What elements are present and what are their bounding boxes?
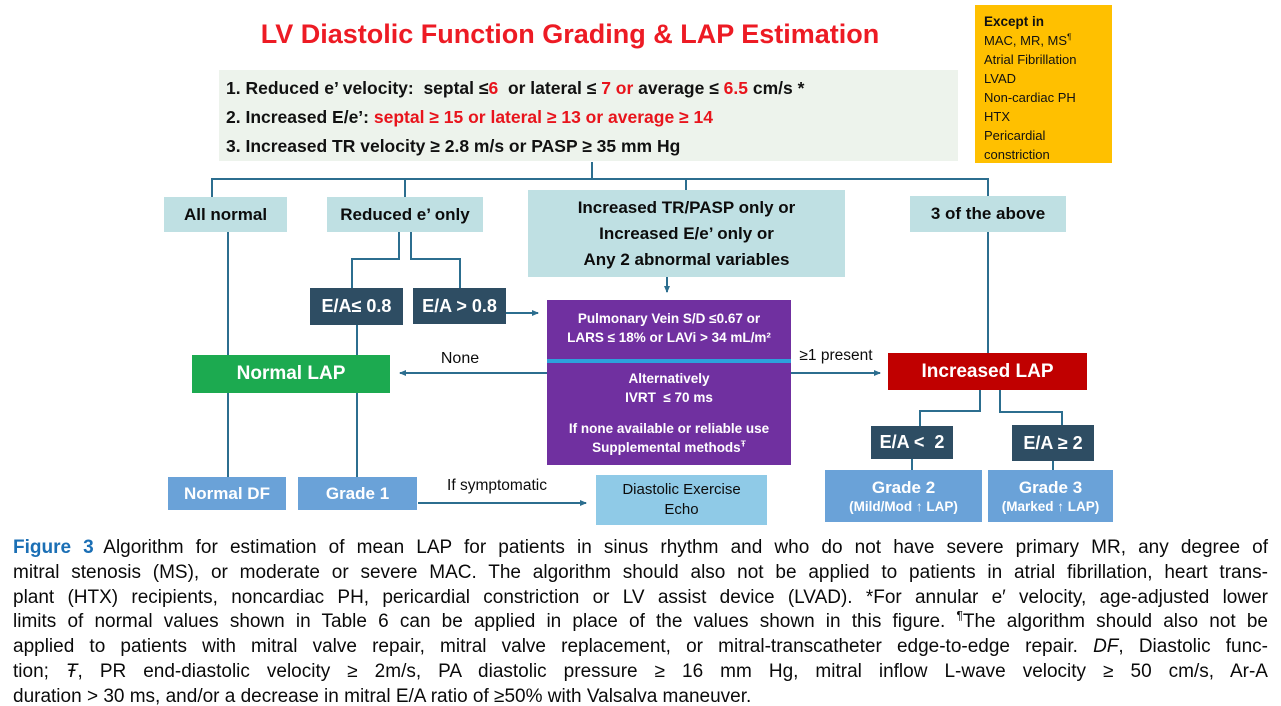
box-supplemental-criteria: Pulmonary Vein S/D ≤0.67 or LARS ≤ 18% or… bbox=[547, 300, 791, 465]
caption-line: applied to patients with mitral valve re… bbox=[13, 636, 1269, 658]
combo-line-2: Increased E/e’ only or bbox=[599, 223, 774, 243]
label-ge1-present: ≥1 present bbox=[799, 347, 873, 364]
caption-line: tion; Ŧ, PR end-diastolic velocity ≥ 2m/… bbox=[13, 660, 1268, 682]
echo-line-2: Echo bbox=[664, 501, 699, 518]
box-all-normal: All normal bbox=[164, 197, 287, 232]
figure-caption: Figure 3 Algorithm for estimation of mea… bbox=[13, 536, 1268, 706]
grade-2-title: Grade 2 bbox=[871, 477, 936, 497]
box-ea-gt-0-8: E/A > 0.8 bbox=[413, 288, 506, 324]
divider-line bbox=[547, 359, 791, 363]
fallback-note: If none available or reliable use Supplem… bbox=[568, 421, 770, 455]
exclusion-item: Pericardial constriction bbox=[984, 128, 1050, 162]
box-reduced-e-only: Reduced e’ only bbox=[327, 197, 483, 232]
box-normal-df: Normal DF bbox=[168, 477, 286, 510]
criterion-2: 2. Increased E/e’: septal ≥ 15 or latera… bbox=[226, 107, 713, 127]
exclusions-panel: Except in MAC, MR, MS¶ Atrial Fibrillati… bbox=[975, 5, 1112, 163]
exclusion-item: LVAD bbox=[984, 71, 1017, 86]
grade-2-subtitle: (Mild/Mod ↑ LAP) bbox=[849, 498, 958, 514]
combo-line-3: Any 2 abnormal variables bbox=[583, 249, 790, 269]
box-grade-2: Grade 2 (Mild/Mod ↑ LAP) bbox=[825, 470, 982, 522]
box-normal-lap: Normal LAP bbox=[192, 355, 390, 393]
pulmonary-vein-criteria: Pulmonary Vein S/D ≤0.67 or LARS ≤ 18% or… bbox=[567, 311, 771, 345]
exclusion-item: MAC, MR, MS¶ bbox=[984, 32, 1072, 48]
caption-line: mitral stenosis (MS), or moderate or sev… bbox=[13, 561, 1268, 583]
box-ea-ge-2: E/A ≥ 2 bbox=[1012, 425, 1094, 461]
alternative-criteria: Alternatively IVRT ≤ 70 ms bbox=[625, 371, 713, 405]
exclusions-heading: Except in bbox=[984, 14, 1045, 29]
box-ea-le-0-8: E/A≤ 0.8 bbox=[310, 288, 403, 325]
grade-3-subtitle: (Marked ↑ LAP) bbox=[1001, 498, 1100, 514]
criterion-3: 3. Increased TR velocity ≥ 2.8 m/s or PA… bbox=[226, 136, 681, 156]
box-increased-lap: Increased LAP bbox=[888, 353, 1087, 390]
grade-3-title: Grade 3 bbox=[1018, 477, 1083, 497]
label-if-symptomatic: If symptomatic bbox=[447, 477, 547, 494]
box-grade-3: Grade 3 (Marked ↑ LAP) bbox=[988, 470, 1113, 522]
box-grade-1: Grade 1 bbox=[298, 477, 417, 510]
criteria-panel: 1. Reduced e’ velocity: septal ≤6 or lat… bbox=[219, 70, 958, 161]
box-combination-criteria: Increased TR/PASP only or Increased E/e’… bbox=[528, 190, 845, 277]
caption-line: limits of normal values shown in Table 6… bbox=[13, 610, 1268, 633]
exclusion-item: Non-cardiac PH bbox=[984, 90, 1076, 105]
caption-line: duration > 30 ms, and/or a decrease in m… bbox=[13, 685, 752, 706]
caption-line: Figure 3 Algorithm for estimation of mea… bbox=[13, 537, 1268, 558]
label-none: None bbox=[440, 350, 480, 367]
combo-line-1: Increased TR/PASP only or bbox=[577, 197, 796, 217]
page-title: LV Diastolic Function Grading & LAP Esti… bbox=[260, 18, 880, 49]
exclusion-item: Atrial Fibrillation bbox=[984, 52, 1077, 67]
box-diastolic-exercise-echo: Diastolic Exercise Echo bbox=[596, 475, 767, 525]
exclusion-item: HTX bbox=[984, 109, 1010, 124]
criterion-1: 1. Reduced e’ velocity: septal ≤6 or lat… bbox=[226, 78, 805, 98]
caption-line: plant (HTX) recipients, noncardiac PH, p… bbox=[13, 586, 1268, 608]
echo-line-1: Diastolic Exercise bbox=[622, 481, 741, 498]
box-ea-lt-2: E/A < 2 bbox=[871, 426, 953, 459]
box-3-of-the-above: 3 of the above bbox=[910, 196, 1066, 232]
